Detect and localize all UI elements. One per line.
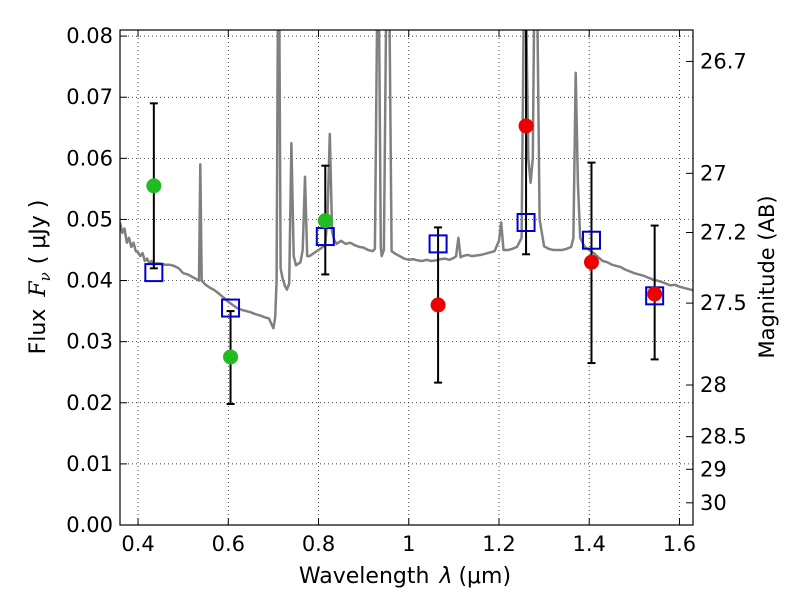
model-square	[144, 263, 164, 283]
x-tick-label: 0.8	[302, 532, 335, 556]
y2-tick-label: 28.5	[700, 425, 747, 449]
x-tick-label: 1.6	[663, 532, 696, 556]
red-data-point	[647, 286, 663, 302]
y2-tick-label: 28	[700, 373, 727, 397]
plot-frame	[119, 29, 694, 526]
y-tick-label: 0.01	[66, 452, 113, 476]
x-tick-label: 1	[402, 532, 415, 556]
grid	[120, 30, 693, 526]
green-data-point	[317, 213, 333, 229]
model-square	[516, 213, 536, 232]
y2-axis-label: Magnitude (AB)	[755, 195, 779, 358]
y2-tick-label: 29	[700, 457, 727, 481]
x-axis-label: Wavelength λ (μm)	[299, 564, 511, 589]
plot-area	[120, 30, 693, 405]
y2-tick-label: 27	[700, 161, 727, 185]
y-tick-label: 0.03	[66, 330, 113, 354]
axes: 0.4 0.6 0.8 1 1.2 1.4 1.6 0.00 0.01 0.02 0.03 0.04 0…	[66, 24, 747, 556]
red-data-point	[430, 297, 446, 313]
y-tick-label: 0.00	[66, 513, 113, 537]
x-tick-label: 0.4	[121, 532, 154, 556]
red-data-point	[518, 118, 534, 134]
y2-tick-label: 27.2	[700, 221, 747, 245]
y-tick-label: 0.06	[66, 146, 113, 170]
y-tick-label: 0.08	[66, 24, 113, 48]
red-data-point	[583, 254, 599, 270]
x-tick-label: 1.4	[573, 532, 606, 556]
green-data-point	[223, 349, 239, 365]
y-tick-label: 0.05	[66, 207, 113, 231]
y-tick-label: 0.04	[66, 269, 113, 293]
green-data-point	[146, 178, 162, 194]
model-square	[581, 230, 601, 250]
y2-tick-label: 26.7	[700, 49, 747, 73]
x-tick-label: 0.6	[212, 532, 245, 556]
y2-tick-label: 27.5	[700, 291, 747, 315]
y-tick-label: 0.07	[66, 85, 113, 109]
y-tick-label: 0.02	[66, 391, 113, 415]
y2-tick-label: 30	[700, 491, 727, 515]
spectrum-line	[120, 30, 693, 330]
model-square	[221, 298, 241, 318]
y-axis-label: FluxFν( μJy )	[26, 200, 54, 355]
model-square	[428, 234, 448, 254]
x-tick-label: 1.2	[482, 532, 515, 556]
